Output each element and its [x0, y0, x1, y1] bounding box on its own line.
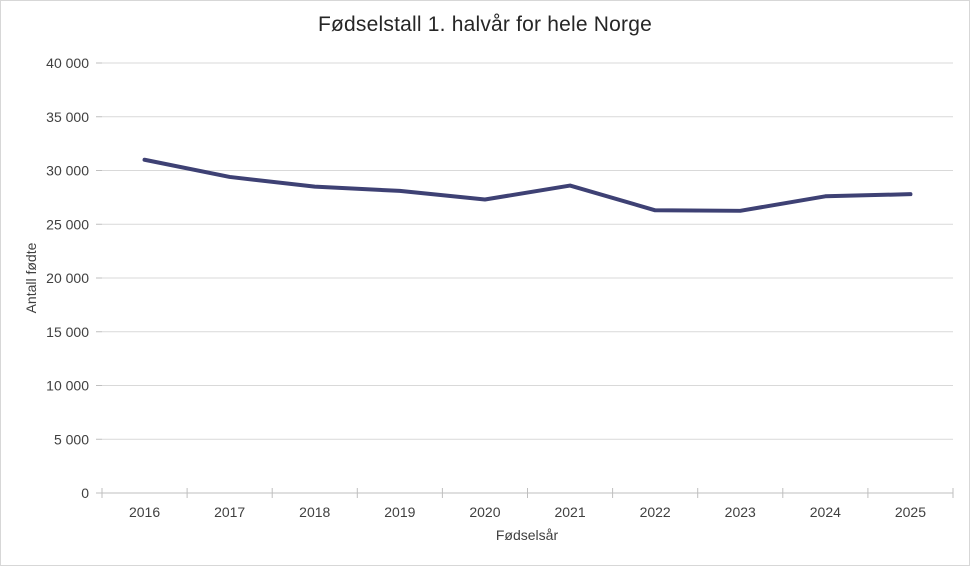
x-tick-label: 2025 [895, 504, 926, 520]
data-line [142, 157, 913, 213]
x-tick-label: 2021 [554, 504, 585, 520]
y-tick-label: 40 000 [46, 55, 89, 71]
y-tick-label: 35 000 [46, 109, 89, 125]
x-tick-label: 2024 [810, 504, 841, 520]
y-tick-label: 10 000 [46, 378, 89, 394]
x-axis-title: Fødselsår [495, 527, 559, 543]
x-tick-label: 2020 [469, 504, 500, 520]
y-tick-label: 25 000 [46, 216, 89, 232]
y-tick-label: 0 [81, 485, 89, 501]
x-tick-label: 2016 [129, 504, 160, 520]
y-tick-label: 30 000 [46, 163, 89, 179]
x-tick-label: 2018 [299, 504, 330, 520]
x-tick-label: 2017 [214, 504, 245, 520]
chart-title: Fødselstall 1. halvår for hele Norge [317, 13, 652, 36]
y-tick-label: 15 000 [46, 324, 89, 340]
x-tick-label: 2023 [725, 504, 756, 520]
x-tick-label: 2019 [384, 504, 415, 520]
x-tick-label: 2022 [640, 504, 671, 520]
y-tick-label: 20 000 [46, 270, 89, 286]
y-tick-label: 5 000 [54, 431, 89, 447]
